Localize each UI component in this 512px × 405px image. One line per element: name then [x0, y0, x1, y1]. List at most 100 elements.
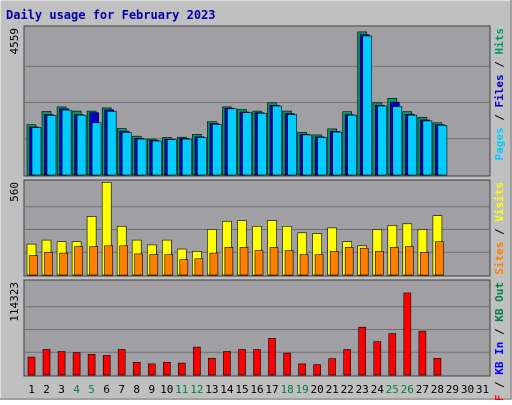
visits-sites-ymax-label: 560	[8, 182, 21, 202]
bar-pages-day-8	[136, 138, 147, 176]
bar-sites-day-10	[164, 254, 174, 276]
bar-pages-day-9	[152, 140, 162, 176]
x-tick-label-day-23: 23	[356, 383, 369, 396]
bar-pages-day-17	[272, 105, 282, 176]
bar-sites-day-13	[209, 252, 219, 276]
bar-kb-f-day-15	[238, 349, 246, 376]
bar-kb-f-day-11	[178, 362, 186, 376]
hits-files-pages-ymax-label: 4559	[8, 28, 21, 55]
bar-kb-f-day-14	[223, 351, 231, 376]
bar-kb-f-day-1	[27, 356, 36, 376]
bar-sites-day-18	[284, 250, 294, 276]
bar-kb-f-day-12	[193, 346, 201, 376]
bar-pages-day-10	[167, 139, 177, 176]
x-tick-label-day-26: 26	[401, 383, 414, 396]
bar-sites-day-14	[224, 247, 234, 276]
x-tick-label-day-7: 7	[118, 383, 125, 396]
x-tick-label-day-2: 2	[43, 383, 50, 396]
bar-pages-day-16	[257, 113, 267, 176]
bar-kb-f-day-27	[418, 330, 427, 376]
bar-kb-f-day-2	[42, 349, 51, 376]
bar-pages-day-11	[182, 138, 192, 176]
x-tick-label-day-12: 12	[190, 383, 203, 396]
bar-kb-f-day-19	[298, 363, 306, 376]
series-label-files: Files	[493, 74, 506, 107]
bar-pages-day-23	[362, 35, 373, 176]
bar-pages-day-19	[302, 134, 312, 176]
x-tick-label-day-29: 29	[446, 383, 459, 396]
bar-kb-f-day-26	[403, 292, 412, 376]
bar-pages-day-15	[242, 112, 252, 176]
bar-sites-day-8	[134, 253, 143, 276]
bar-kb-f-day-3	[57, 351, 66, 376]
bar-sites-day-28	[435, 241, 444, 276]
bar-kb-f-day-4	[72, 352, 81, 376]
bar-kb-f-day-17	[268, 338, 276, 376]
bar-sites-day-26	[404, 246, 414, 276]
bar-sites-day-2	[44, 252, 53, 276]
bar-kb-f-day-13	[208, 357, 216, 376]
bar-sites-day-4	[74, 246, 83, 276]
bar-sites-day-1	[29, 255, 38, 276]
bar-pages-day-2	[46, 115, 57, 176]
x-tick-label-day-5: 5	[88, 383, 95, 396]
bar-kb-f-day-28	[433, 357, 442, 376]
x-tick-label-day-13: 13	[205, 383, 218, 396]
chart-title: Daily usage for February 2023	[6, 8, 216, 22]
bar-kb-f-day-21	[328, 358, 337, 376]
bar-pages-day-5	[91, 122, 102, 176]
x-tick-label-day-10: 10	[160, 383, 173, 396]
x-tick-label-day-31: 31	[476, 383, 489, 396]
bar-pages-day-22	[347, 114, 358, 176]
bar-sites-day-23	[359, 247, 369, 276]
bar-kb-f-day-10	[163, 361, 171, 376]
x-tick-label-day-28: 28	[431, 383, 444, 396]
bar-pages-day-28	[437, 125, 448, 176]
bar-pages-day-14	[227, 108, 237, 176]
bar-kb-f-day-16	[253, 349, 261, 376]
series-label-visits: Visits	[493, 182, 506, 222]
bar-sites-day-24	[374, 251, 384, 276]
bar-pages-day-21	[332, 131, 343, 176]
bar-kb-f-day-23	[358, 326, 367, 376]
series-label-separator: /	[493, 108, 506, 128]
bar-sites-day-6	[104, 245, 113, 276]
series-label-hits: Hits	[493, 28, 506, 55]
bar-pages-day-3	[61, 109, 72, 176]
bar-sites-day-7	[119, 245, 128, 276]
bar-kb-f-day-18	[283, 352, 291, 376]
bar-sites-day-20	[314, 254, 324, 276]
bar-sites-day-25	[389, 247, 399, 276]
bar-pages-day-7	[121, 132, 132, 176]
x-tick-label-day-30: 30	[461, 383, 474, 396]
series-label-pages: Pages	[493, 127, 506, 160]
bar-sites-day-11	[179, 259, 189, 276]
x-tick-label-day-8: 8	[133, 383, 140, 396]
kbytes-ymax-label: 114323	[8, 282, 21, 322]
bar-kb-f-day-25	[388, 333, 397, 376]
x-tick-label-day-25: 25	[386, 383, 399, 396]
bar-sites-day-9	[149, 254, 159, 276]
bar-sites-day-12	[194, 258, 204, 276]
x-tick-label-day-20: 20	[310, 383, 323, 396]
x-tick-label-day-1: 1	[28, 383, 35, 396]
visits-sites-series-labels: Sites / Visits	[493, 182, 506, 275]
x-tick-label-day-14: 14	[220, 383, 234, 396]
bar-kb-f-day-7	[117, 349, 126, 376]
bar-sites-day-27	[420, 252, 429, 276]
x-tick-label-day-11: 11	[175, 383, 188, 396]
x-tick-label-day-27: 27	[416, 383, 429, 396]
x-tick-label-day-19: 19	[295, 383, 308, 396]
bar-pages-day-20	[317, 137, 327, 176]
x-tick-label-day-6: 6	[103, 383, 110, 396]
bar-sites-day-5	[89, 246, 98, 276]
bar-sites-day-16	[254, 250, 264, 276]
kbytes-series-labels: KB F / KB In / KB Out	[493, 282, 506, 400]
series-label-separator: /	[493, 55, 506, 75]
bar-sites-day-3	[59, 252, 68, 276]
x-tick-label-day-21: 21	[326, 383, 339, 396]
bar-pages-day-18	[287, 114, 297, 176]
bar-sites-day-17	[269, 247, 279, 276]
